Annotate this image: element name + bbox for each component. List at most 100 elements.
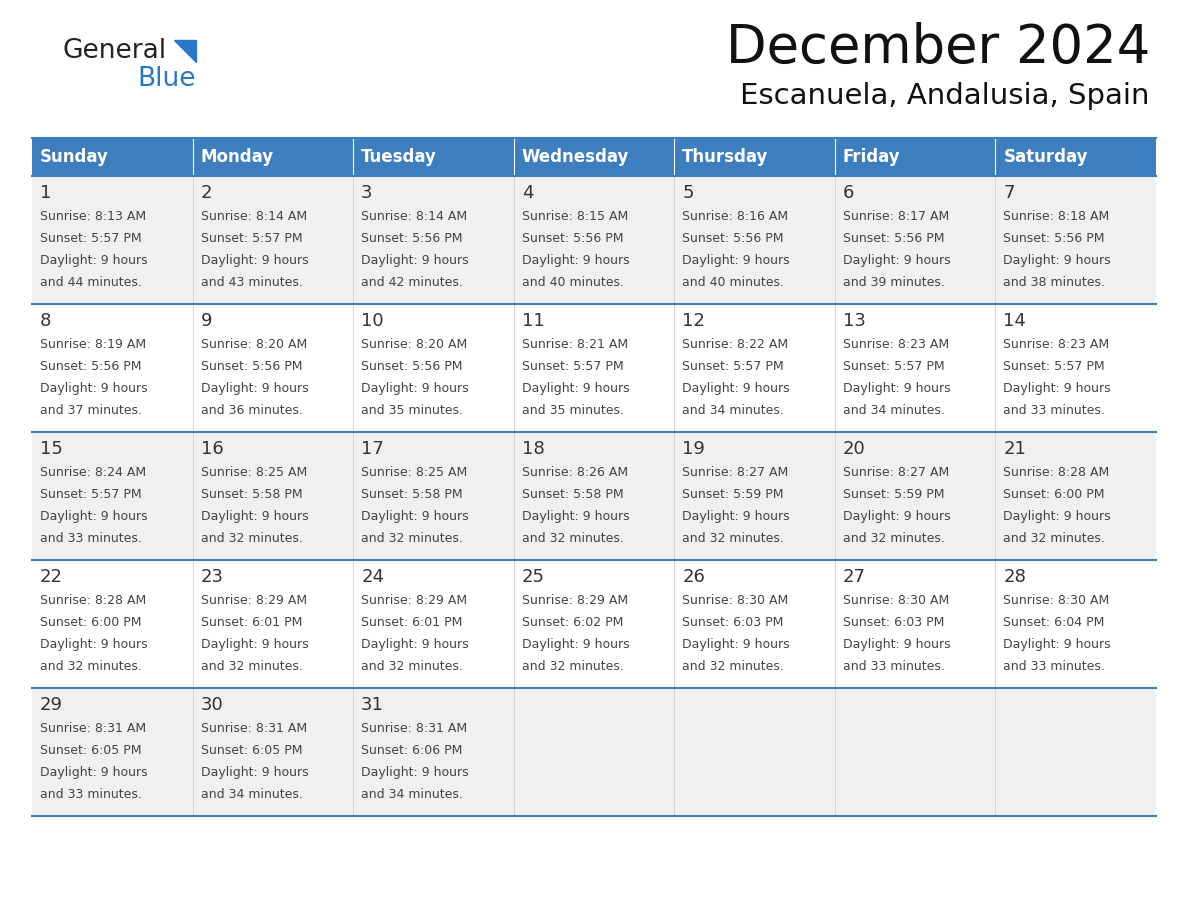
Text: Daylight: 9 hours: Daylight: 9 hours xyxy=(522,510,630,523)
Text: 28: 28 xyxy=(1004,568,1026,586)
Text: and 32 minutes.: and 32 minutes. xyxy=(361,532,463,545)
Text: Monday: Monday xyxy=(201,148,273,166)
Text: Daylight: 9 hours: Daylight: 9 hours xyxy=(1004,638,1111,651)
Text: Sunrise: 8:14 AM: Sunrise: 8:14 AM xyxy=(361,210,467,223)
Text: and 32 minutes.: and 32 minutes. xyxy=(682,660,784,673)
Text: Daylight: 9 hours: Daylight: 9 hours xyxy=(40,382,147,395)
Text: Sunset: 5:58 PM: Sunset: 5:58 PM xyxy=(522,488,624,501)
Text: and 32 minutes.: and 32 minutes. xyxy=(522,532,624,545)
Text: Sunrise: 8:25 AM: Sunrise: 8:25 AM xyxy=(361,466,467,479)
Text: 20: 20 xyxy=(842,440,866,458)
Text: and 34 minutes.: and 34 minutes. xyxy=(361,788,463,801)
Text: Sunset: 6:05 PM: Sunset: 6:05 PM xyxy=(40,744,141,757)
Text: Sunset: 5:59 PM: Sunset: 5:59 PM xyxy=(682,488,784,501)
Bar xyxy=(675,138,835,176)
Text: and 34 minutes.: and 34 minutes. xyxy=(201,788,303,801)
Text: and 44 minutes.: and 44 minutes. xyxy=(40,276,141,289)
Text: 31: 31 xyxy=(361,696,384,714)
Text: Sunrise: 8:30 AM: Sunrise: 8:30 AM xyxy=(682,594,789,607)
Text: Sunrise: 8:15 AM: Sunrise: 8:15 AM xyxy=(522,210,628,223)
Text: Sunset: 5:58 PM: Sunset: 5:58 PM xyxy=(361,488,463,501)
Bar xyxy=(32,560,1156,688)
Text: Sunset: 5:57 PM: Sunset: 5:57 PM xyxy=(40,488,141,501)
Text: Sunrise: 8:29 AM: Sunrise: 8:29 AM xyxy=(201,594,307,607)
Text: Sunset: 5:57 PM: Sunset: 5:57 PM xyxy=(40,232,141,245)
Text: Sunset: 6:02 PM: Sunset: 6:02 PM xyxy=(522,616,623,629)
Text: and 32 minutes.: and 32 minutes. xyxy=(522,660,624,673)
Text: Wednesday: Wednesday xyxy=(522,148,630,166)
Text: Sunrise: 8:29 AM: Sunrise: 8:29 AM xyxy=(361,594,467,607)
Text: Sunrise: 8:31 AM: Sunrise: 8:31 AM xyxy=(40,722,146,735)
Text: 29: 29 xyxy=(40,696,63,714)
Bar xyxy=(32,432,1156,560)
Text: Sunset: 6:03 PM: Sunset: 6:03 PM xyxy=(842,616,944,629)
Text: and 32 minutes.: and 32 minutes. xyxy=(40,660,141,673)
Text: 12: 12 xyxy=(682,312,706,330)
Text: and 32 minutes.: and 32 minutes. xyxy=(682,532,784,545)
Text: 21: 21 xyxy=(1004,440,1026,458)
Text: 23: 23 xyxy=(201,568,223,586)
Text: and 39 minutes.: and 39 minutes. xyxy=(842,276,944,289)
Text: and 40 minutes.: and 40 minutes. xyxy=(682,276,784,289)
Text: Daylight: 9 hours: Daylight: 9 hours xyxy=(40,510,147,523)
Text: Sunrise: 8:30 AM: Sunrise: 8:30 AM xyxy=(1004,594,1110,607)
Text: Daylight: 9 hours: Daylight: 9 hours xyxy=(522,638,630,651)
Text: and 32 minutes.: and 32 minutes. xyxy=(201,660,303,673)
Text: Daylight: 9 hours: Daylight: 9 hours xyxy=(522,382,630,395)
Bar xyxy=(996,138,1156,176)
Text: Sunset: 6:05 PM: Sunset: 6:05 PM xyxy=(201,744,302,757)
Polygon shape xyxy=(173,40,196,62)
Text: Daylight: 9 hours: Daylight: 9 hours xyxy=(842,510,950,523)
Text: 2: 2 xyxy=(201,184,213,202)
Bar xyxy=(32,304,1156,432)
Text: Sunrise: 8:23 AM: Sunrise: 8:23 AM xyxy=(842,338,949,351)
Text: 27: 27 xyxy=(842,568,866,586)
Text: and 32 minutes.: and 32 minutes. xyxy=(1004,532,1105,545)
Text: Sunset: 5:56 PM: Sunset: 5:56 PM xyxy=(40,360,141,373)
Text: Sunrise: 8:21 AM: Sunrise: 8:21 AM xyxy=(522,338,627,351)
Text: 24: 24 xyxy=(361,568,384,586)
Text: and 40 minutes.: and 40 minutes. xyxy=(522,276,624,289)
Text: and 33 minutes.: and 33 minutes. xyxy=(1004,404,1105,417)
Text: and 33 minutes.: and 33 minutes. xyxy=(40,788,141,801)
Text: Sunset: 6:01 PM: Sunset: 6:01 PM xyxy=(361,616,462,629)
Text: Daylight: 9 hours: Daylight: 9 hours xyxy=(1004,254,1111,267)
Text: Sunset: 5:59 PM: Sunset: 5:59 PM xyxy=(842,488,944,501)
Text: Sunset: 5:56 PM: Sunset: 5:56 PM xyxy=(522,232,624,245)
Text: Saturday: Saturday xyxy=(1004,148,1088,166)
Text: Daylight: 9 hours: Daylight: 9 hours xyxy=(682,638,790,651)
Text: Sunrise: 8:28 AM: Sunrise: 8:28 AM xyxy=(40,594,146,607)
Text: 5: 5 xyxy=(682,184,694,202)
Text: Daylight: 9 hours: Daylight: 9 hours xyxy=(40,766,147,779)
Text: Sunset: 5:56 PM: Sunset: 5:56 PM xyxy=(201,360,302,373)
Text: Sunset: 5:57 PM: Sunset: 5:57 PM xyxy=(201,232,302,245)
Text: Daylight: 9 hours: Daylight: 9 hours xyxy=(201,766,308,779)
Text: Escanuela, Andalusia, Spain: Escanuela, Andalusia, Spain xyxy=(740,82,1150,110)
Text: Daylight: 9 hours: Daylight: 9 hours xyxy=(201,382,308,395)
Text: and 42 minutes.: and 42 minutes. xyxy=(361,276,463,289)
Text: 4: 4 xyxy=(522,184,533,202)
Text: Daylight: 9 hours: Daylight: 9 hours xyxy=(682,382,790,395)
Text: 6: 6 xyxy=(842,184,854,202)
Text: Sunset: 5:56 PM: Sunset: 5:56 PM xyxy=(1004,232,1105,245)
Text: Sunset: 5:57 PM: Sunset: 5:57 PM xyxy=(522,360,624,373)
Text: 11: 11 xyxy=(522,312,544,330)
Text: Sunrise: 8:14 AM: Sunrise: 8:14 AM xyxy=(201,210,307,223)
Text: Sunrise: 8:30 AM: Sunrise: 8:30 AM xyxy=(842,594,949,607)
Text: Daylight: 9 hours: Daylight: 9 hours xyxy=(842,638,950,651)
Text: 3: 3 xyxy=(361,184,373,202)
Text: and 37 minutes.: and 37 minutes. xyxy=(40,404,143,417)
Text: Sunset: 6:01 PM: Sunset: 6:01 PM xyxy=(201,616,302,629)
Text: Daylight: 9 hours: Daylight: 9 hours xyxy=(201,638,308,651)
Text: Daylight: 9 hours: Daylight: 9 hours xyxy=(201,254,308,267)
Text: and 35 minutes.: and 35 minutes. xyxy=(361,404,463,417)
Text: Daylight: 9 hours: Daylight: 9 hours xyxy=(361,638,469,651)
Text: Sunrise: 8:20 AM: Sunrise: 8:20 AM xyxy=(201,338,307,351)
Text: 16: 16 xyxy=(201,440,223,458)
Text: and 33 minutes.: and 33 minutes. xyxy=(40,532,141,545)
Text: Tuesday: Tuesday xyxy=(361,148,437,166)
Text: Sunset: 5:56 PM: Sunset: 5:56 PM xyxy=(361,232,462,245)
Text: Blue: Blue xyxy=(137,66,196,92)
Text: Sunset: 5:56 PM: Sunset: 5:56 PM xyxy=(682,232,784,245)
Text: Sunrise: 8:22 AM: Sunrise: 8:22 AM xyxy=(682,338,789,351)
